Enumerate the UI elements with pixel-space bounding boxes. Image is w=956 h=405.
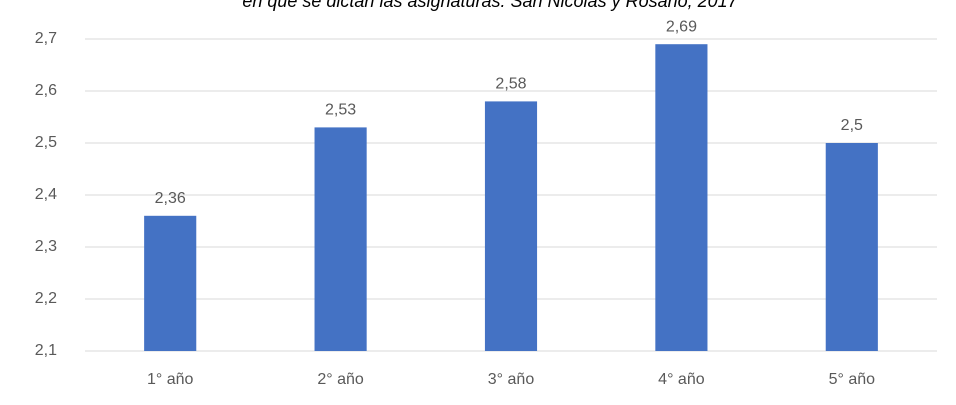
bar <box>484 101 538 352</box>
bar <box>655 44 708 351</box>
data-label: 2,53 <box>325 102 356 119</box>
x-tick-label: 1° año <box>147 371 194 388</box>
y-tick-label: 2,2 <box>35 290 57 307</box>
data-label: 2,69 <box>666 18 697 35</box>
bar <box>314 127 367 352</box>
x-tick-label: 4° año <box>658 371 705 388</box>
x-tick-label: 2° año <box>317 371 364 388</box>
x-tick-label: 3° año <box>488 371 535 388</box>
y-tick-label: 2,4 <box>35 186 57 203</box>
y-tick-label: 2,5 <box>35 134 57 151</box>
chart-title: en que se dictan las asignaturas. San Ni… <box>242 0 738 11</box>
data-label: 2,36 <box>155 190 186 207</box>
data-label: 2,5 <box>841 117 863 134</box>
y-tick-label: 2,1 <box>35 342 57 359</box>
y-tick-label: 2,6 <box>35 82 57 99</box>
bar <box>825 143 878 351</box>
data-label: 2,58 <box>495 76 526 93</box>
bar <box>144 215 197 351</box>
y-tick-label: 2,7 <box>35 30 57 47</box>
x-tick-label: 5° año <box>829 371 876 388</box>
y-tick-label: 2,3 <box>35 238 57 255</box>
